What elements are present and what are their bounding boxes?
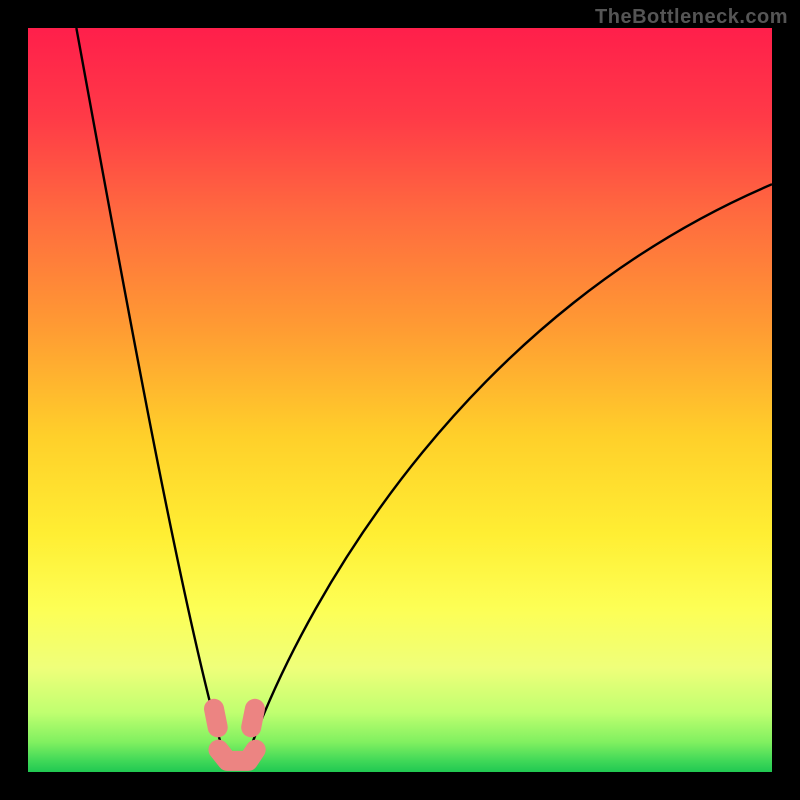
chart-container: TheBottleneck.com bbox=[0, 0, 800, 800]
watermark-text: TheBottleneck.com bbox=[595, 6, 788, 29]
marker-u-connector bbox=[218, 750, 255, 761]
plot-svg bbox=[28, 28, 772, 772]
gradient-background bbox=[28, 28, 772, 772]
marker-capsule bbox=[214, 709, 218, 728]
marker-capsule bbox=[251, 709, 255, 728]
plot-area bbox=[28, 28, 772, 772]
